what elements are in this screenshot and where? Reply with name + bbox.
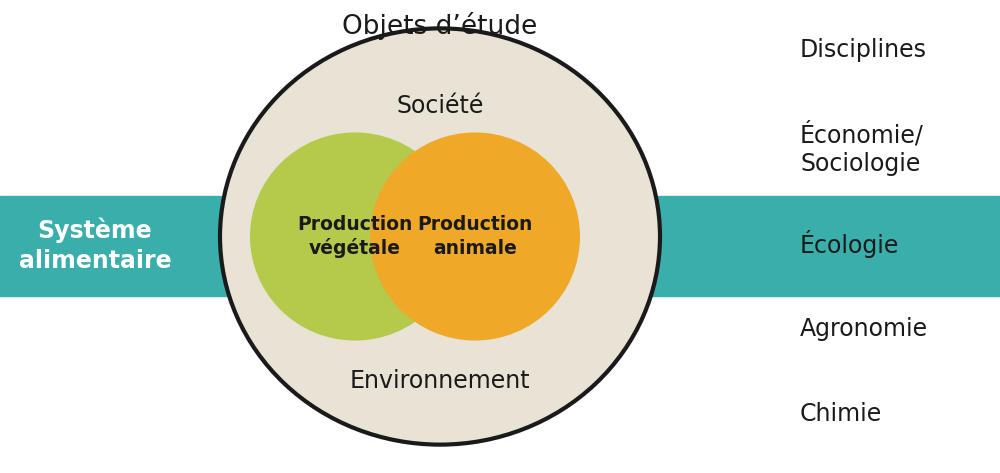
Ellipse shape (220, 28, 660, 445)
Text: Disciplines: Disciplines (800, 38, 927, 61)
Text: Production
végétale: Production végétale (297, 215, 413, 258)
Text: Économie/
Sociologie: Économie/ Sociologie (800, 123, 924, 175)
Text: Chimie: Chimie (800, 402, 882, 426)
Ellipse shape (250, 132, 460, 341)
Text: Société: Société (396, 95, 484, 118)
Ellipse shape (370, 132, 580, 341)
Text: Système
alimentaire: Système alimentaire (19, 218, 171, 272)
Text: Écologie: Écologie (800, 229, 899, 258)
Text: Production
animale: Production animale (417, 215, 533, 258)
Text: Environnement: Environnement (350, 369, 530, 393)
Text: Agronomie: Agronomie (800, 317, 928, 341)
Text: Objets d’étude: Objets d’étude (342, 12, 538, 40)
Bar (0, 196, 1000, 296)
